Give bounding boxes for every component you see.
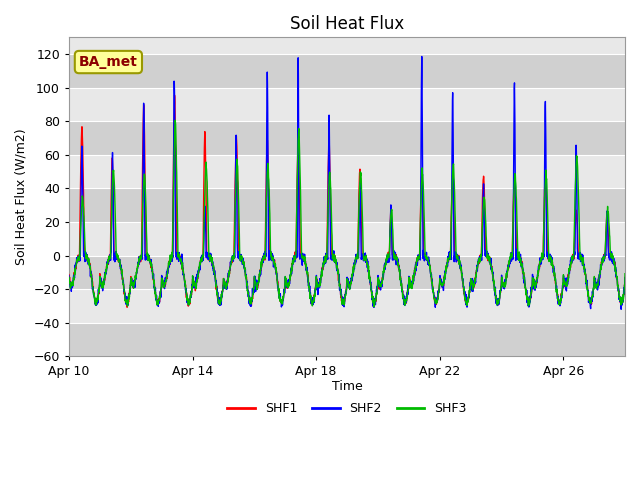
Bar xyxy=(69,222,625,255)
Bar xyxy=(69,155,625,189)
Bar xyxy=(69,54,625,88)
Y-axis label: Soil Heat Flux (W/m2): Soil Heat Flux (W/m2) xyxy=(15,129,28,265)
Bar xyxy=(69,189,625,222)
Text: BA_met: BA_met xyxy=(79,55,138,69)
Legend: SHF1, SHF2, SHF3: SHF1, SHF2, SHF3 xyxy=(222,397,472,420)
X-axis label: Time: Time xyxy=(332,380,362,393)
Bar xyxy=(69,88,625,121)
Bar xyxy=(69,323,625,356)
Bar xyxy=(69,255,625,289)
Title: Soil Heat Flux: Soil Heat Flux xyxy=(290,15,404,33)
Bar xyxy=(69,289,625,323)
Bar xyxy=(69,121,625,155)
